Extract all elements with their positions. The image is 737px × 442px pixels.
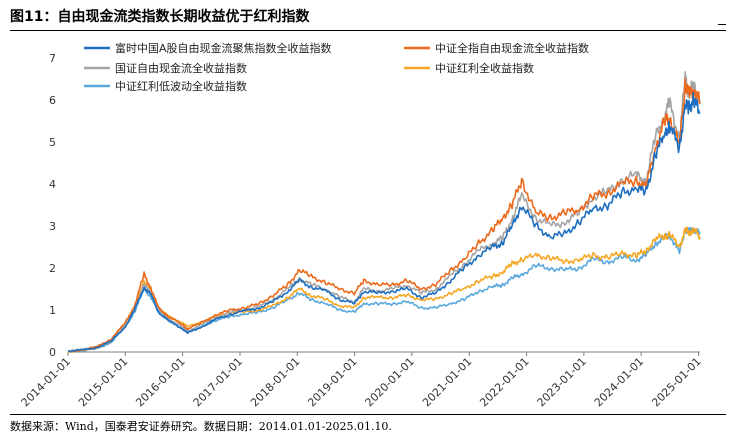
x-tick-label: 2016-01-01 [133,355,187,409]
x-tick-label: 2020-01-01 [363,355,417,409]
x-tick-label: 2017-01-01 [191,355,245,409]
x-tick-label: 2018-01-01 [248,355,302,409]
x-tick-label: 2025-01-01 [649,355,703,409]
x-tick-label: 2019-01-01 [305,355,359,409]
y-tick-label: 7 [49,52,56,65]
x-tick-label: 2024-01-01 [592,355,646,409]
x-tick-label: 2015-01-01 [76,355,130,409]
series-line-2 [67,71,701,353]
x-tick-label: 2021-01-01 [420,355,474,409]
series-layer [67,71,701,353]
data-source-note: 数据来源：Wind，国泰君安证券研究。数据日期：2014.01.01-2025.… [10,420,392,433]
legend-label-2: 国证自由现金流全收益指数 [115,61,247,75]
y-tick-label: 3 [49,220,56,233]
series-line-4 [67,226,701,353]
y-tick-label: 0 [49,346,56,359]
y-tick-label: 5 [49,136,56,149]
y-tick-label: 4 [49,178,56,191]
legend-label-3: 中证红利全收益指数 [435,61,534,75]
y-tick-label: 6 [49,94,56,107]
series-line-3 [68,226,701,353]
chart-legend: 富时中国A股自由现金流聚焦指数全收益指数 中证全指自由现金流全收益指数国证自由现金… [84,41,589,93]
figure-title: 图11：自由现金流类指数长期收益优于红利指数 [10,9,310,25]
y-tick-label: 1 [49,304,56,317]
legend-label-0: 富时中国A股自由现金流聚焦指数全收益指数 [115,41,332,55]
y-tick-label: 2 [49,262,56,275]
legend-label-1: 中证全指自由现金流全收益指数 [435,41,589,55]
series-line-0 [67,91,701,353]
title-rule [10,30,726,31]
x-tick-label: 2014-01-01 [19,355,73,409]
x-tick-label: 2023-01-01 [535,355,589,409]
corner-mark [718,24,726,25]
x-tick-label: 2022-01-01 [477,355,531,409]
legend-label-4: 中证红利低波动全收益指数 [115,79,247,93]
source-rule [10,414,726,415]
series-line-1 [67,78,701,353]
